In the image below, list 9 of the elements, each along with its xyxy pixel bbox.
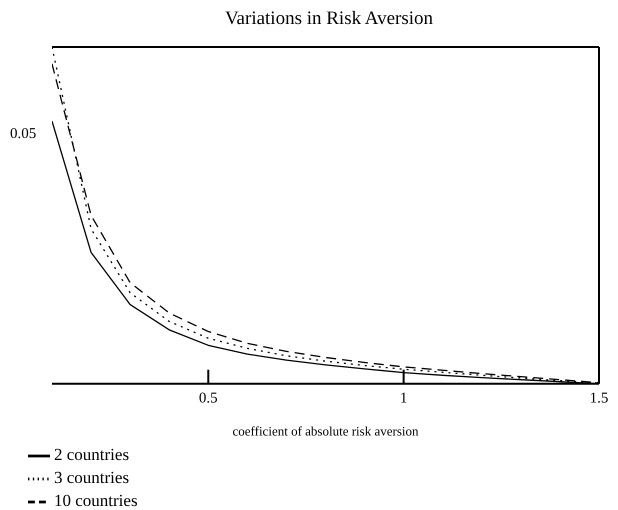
x-tick-label: 1.5 <box>590 390 608 406</box>
text: 0.05 <box>10 126 36 143</box>
x-tick-label: 0.5 <box>198 390 218 406</box>
x-axis-title: coefficient of absolute risk aversion <box>232 424 420 439</box>
chart-title: Variations in Risk Aversion <box>224 8 434 31</box>
legend-label: 3 countries <box>54 468 130 487</box>
x-tick-label: 1 <box>400 390 408 406</box>
legend-label: 2 countries <box>54 444 130 464</box>
legend-label: 10 countries <box>54 490 138 510</box>
